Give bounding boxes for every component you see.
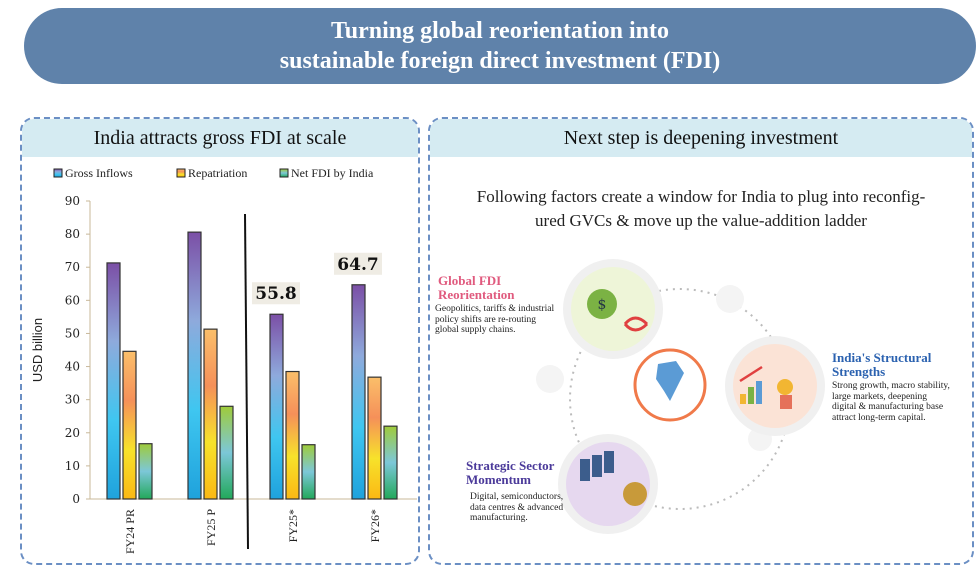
y-tick-label: 70 xyxy=(65,260,80,274)
bar-net-fdi-by-india xyxy=(219,405,234,500)
y-axis-label: USD billion xyxy=(30,318,45,382)
y-tick-label: 50 xyxy=(65,326,80,340)
x-tick-label: FY24 PR xyxy=(123,509,137,554)
data-center-icon xyxy=(558,434,658,534)
subtitle-line2: ured GVCs & move up the value-addition l… xyxy=(535,211,867,230)
y-tick-label: 30 xyxy=(65,393,80,407)
legend-swatch-1 xyxy=(176,168,186,178)
svg-text:$: $ xyxy=(598,297,607,313)
factors-illustration: $ xyxy=(536,259,825,534)
y-tick-label: 0 xyxy=(72,492,80,506)
bar-gross-inflows xyxy=(106,262,121,500)
x-tick-label: FY25* xyxy=(286,509,300,542)
fdi-chart-panel: India attracts gross FDI at scale Gross … xyxy=(20,117,420,565)
factor-sector-momentum-title: Strategic Sector Momentum xyxy=(466,458,555,487)
data-label-bg xyxy=(252,282,300,305)
x-tick-label: FY25 P xyxy=(204,509,218,546)
fdi-bar-chart: Gross Inflows Repatriation Net FDI by Indi… xyxy=(30,166,417,554)
legend-swatch-0 xyxy=(53,168,63,178)
page-banner: Turning global reorientation into sustai… xyxy=(24,8,976,84)
y-tick-label: 80 xyxy=(65,227,80,241)
y-tick-label: 20 xyxy=(65,426,80,440)
legend-label: Net FDI by India xyxy=(291,166,374,180)
factor-global-fdi-desc: Geopolitics, tariffs & industrial policy … xyxy=(435,304,555,335)
factors-panel-title: Next step is deepening investment xyxy=(430,119,972,157)
factor-structural-strengths-title: India's Structural Strengths xyxy=(832,350,932,379)
banner-title-line2: sustainable foreign direct investment (F… xyxy=(279,48,721,74)
growth-chart-engineer-icon xyxy=(725,336,825,436)
bar-repatriation xyxy=(122,350,137,500)
factor-global-fdi-title: Global FDI Reorientation xyxy=(438,273,515,302)
bar-gross-inflows xyxy=(187,231,202,500)
data-label: 64.7 xyxy=(337,255,378,275)
factors-panel: Next step is deepening investment Follow… xyxy=(428,117,974,565)
data-label: 55.8 xyxy=(255,284,296,304)
bar-net-fdi-by-india xyxy=(383,425,398,500)
banner-title-line1: Turning global reorientation into xyxy=(330,18,670,44)
money-bag-shuffle-icon: $ xyxy=(563,259,663,359)
legend-label: Repatriation xyxy=(188,166,247,180)
india-map-icon xyxy=(633,348,707,422)
bar-gross-inflows xyxy=(351,284,366,500)
x-tick-label: FY26* xyxy=(368,509,382,542)
legend-label: Gross Inflows xyxy=(65,166,133,180)
y-tick-label: 90 xyxy=(65,194,80,208)
y-tick-label: 60 xyxy=(65,293,80,307)
forecast-divider xyxy=(244,213,249,550)
bar-gross-inflows xyxy=(269,313,284,500)
chart-panel-title: India attracts gross FDI at scale xyxy=(22,119,418,157)
bar-net-fdi-by-india xyxy=(301,444,316,500)
y-tick-label: 40 xyxy=(65,360,80,374)
legend-swatch-2 xyxy=(279,168,289,178)
factor-sector-momentum-desc: Digital, semiconductors, data centres & a… xyxy=(470,492,564,523)
factors-subtitle: Following factors create a window for In… xyxy=(430,185,972,233)
subtitle-line1: Following factors create a window for In… xyxy=(476,187,926,206)
bar-repatriation xyxy=(367,376,382,500)
data-label-bg xyxy=(334,252,382,275)
factor-structural-strengths-desc: Strong growth, macro stability, large mar… xyxy=(832,381,950,423)
y-tick-label: 10 xyxy=(65,459,80,473)
bar-net-fdi-by-india xyxy=(138,443,153,500)
bar-repatriation xyxy=(203,328,218,500)
bar-repatriation xyxy=(285,370,300,500)
